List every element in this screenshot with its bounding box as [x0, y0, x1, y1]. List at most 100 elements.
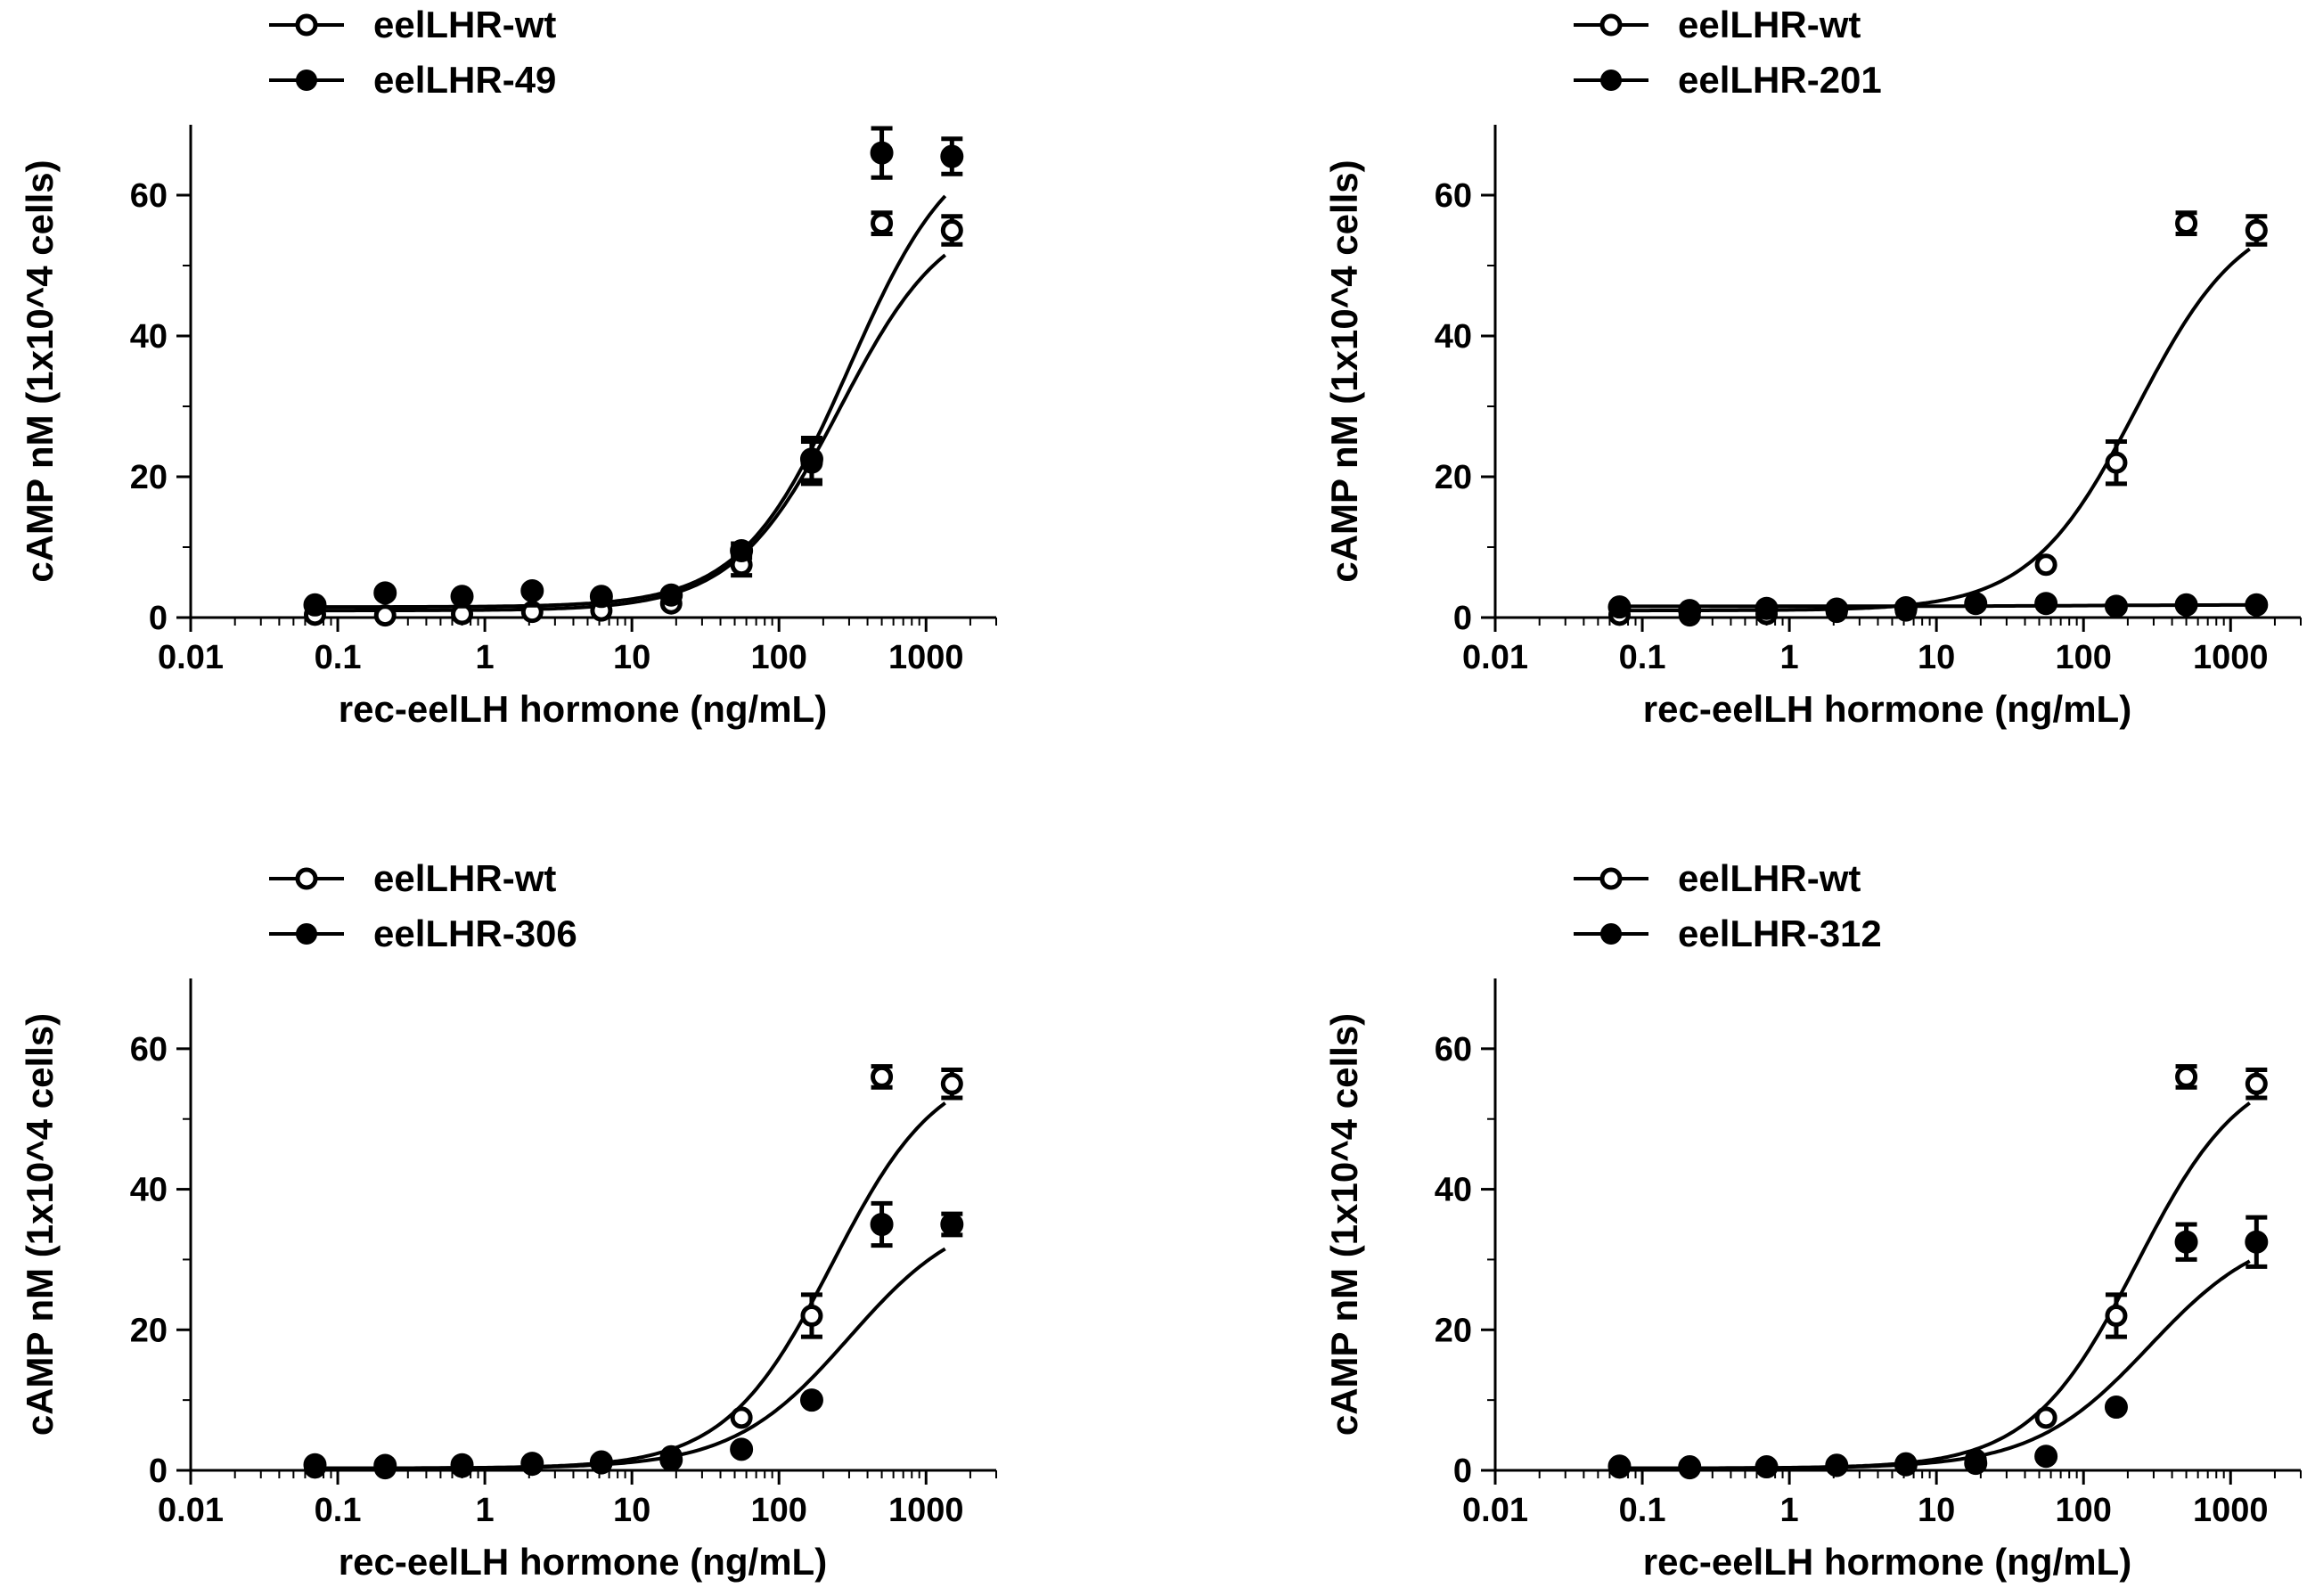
x-tick-label: 1000: [2193, 639, 2269, 676]
data-point-mutant: [730, 538, 754, 562]
x-tick-label: 100: [2055, 639, 2111, 676]
y-tick-label: 0: [1453, 1453, 1472, 1490]
fit-curve-mutant: [315, 194, 947, 610]
x-tick-label: 1: [476, 1492, 495, 1529]
data-point-mutant: [1607, 595, 1632, 619]
data-point-mutant: [1678, 1455, 1702, 1479]
x-tick-label: 0.01: [1462, 1492, 1528, 1529]
data-point-mutant: [799, 1388, 823, 1412]
legend-marker-filled: [296, 70, 317, 91]
legend-marker-open: [1599, 867, 1623, 890]
data-point-wt: [871, 212, 894, 235]
y-tick-label: 60: [130, 177, 168, 215]
data-point-mutant: [2174, 593, 2198, 617]
data-point-mutant: [373, 581, 397, 605]
data-point-wt: [730, 1406, 753, 1429]
data-point-wt: [2105, 1305, 2128, 1328]
fit-curve-wt: [1620, 247, 2251, 613]
y-tick-label: 0: [1453, 600, 1472, 637]
x-tick-label: 100: [750, 1492, 806, 1529]
data-point-mutant: [2034, 592, 2058, 616]
data-point-mutant: [520, 578, 544, 602]
legend-label: eelLHR-306: [373, 913, 577, 954]
data-point-wt: [2175, 212, 2198, 235]
y-tick-label: 60: [1435, 177, 1472, 215]
x-tick-label: 10: [613, 1492, 650, 1529]
data-point-mutant: [450, 585, 474, 609]
y-tick-label: 40: [130, 318, 168, 356]
legend-marker-open: [1599, 13, 1623, 37]
y-axis-title: cAMP nM (1x10^4 cells): [1323, 1013, 1365, 1436]
x-tick-label: 0.01: [158, 1492, 224, 1529]
legend-marker-open: [295, 13, 318, 37]
chart-panel-top-right: 0 20 40 60 0.01 0.1 1 10 100 1000 rec-eelLH hormon…: [1323, 4, 2302, 730]
legend-label: eelLHR-49: [373, 59, 556, 101]
y-tick-label: 20: [1435, 1312, 1472, 1349]
x-tick-label: 0.1: [315, 639, 362, 676]
data-point-wt: [2034, 1406, 2057, 1429]
x-axis-title: rec-eelLH hormone (ng/mL): [339, 688, 827, 730]
data-point-mutant: [450, 1453, 474, 1477]
data-point-mutant: [940, 144, 964, 168]
data-point-wt: [373, 604, 397, 627]
x-tick-label: 1: [476, 639, 495, 676]
data-point-mutant: [2104, 1395, 2128, 1420]
data-point-mutant: [1607, 1454, 1632, 1478]
x-axis-title: rec-eelLH hormone (ng/mL): [1643, 688, 2131, 730]
legend-label: eelLHR-wt: [373, 857, 556, 899]
x-tick-label: 100: [750, 639, 806, 676]
y-axis-title: cAMP nM (1x10^4 cells): [19, 160, 61, 582]
x-axis-title: rec-eelLH hormone (ng/mL): [1643, 1541, 2131, 1583]
x-tick-label: 0.01: [1462, 639, 1528, 676]
x-tick-label: 1000: [2193, 1492, 2269, 1529]
fit-curve-mutant: [1620, 1259, 2251, 1470]
x-tick-label: 0.1: [315, 1492, 362, 1529]
data-point-mutant: [589, 1450, 613, 1474]
y-tick-label: 40: [1435, 318, 1472, 356]
y-tick-label: 0: [149, 1453, 168, 1490]
chart-panel-bottom-right: 0 20 40 60 0.01 0.1 1 10 100 1000 rec-eelLH hormon…: [1323, 857, 2302, 1583]
x-tick-label: 1: [1780, 639, 1799, 676]
data-point-mutant: [799, 447, 823, 471]
data-point-mutant: [303, 1453, 327, 1477]
data-point-mutant: [303, 593, 327, 617]
data-point-mutant: [1894, 595, 1918, 619]
data-point-mutant: [1964, 592, 1988, 616]
y-tick-label: 0: [149, 600, 168, 637]
legend-marker-filled: [1600, 923, 1622, 945]
data-point-wt: [2175, 1065, 2198, 1088]
data-point-wt: [2245, 219, 2268, 241]
chart-panel-top-left: 0 20 40 60 0.01 0.1 1 10 100 1000 rec-eelLH hormon…: [19, 4, 997, 730]
legend-label: eelLHR-201: [1678, 59, 1882, 101]
y-tick-label: 60: [1435, 1031, 1472, 1068]
data-point-mutant: [2104, 594, 2128, 618]
data-point-mutant: [520, 1452, 544, 1476]
x-tick-label: 10: [1918, 1492, 1955, 1529]
y-tick-label: 60: [130, 1031, 168, 1068]
data-point-mutant: [1825, 1453, 1849, 1477]
y-tick-label: 20: [130, 1312, 168, 1349]
y-tick-label: 20: [1435, 459, 1472, 496]
x-tick-label: 0.1: [1619, 1492, 1666, 1529]
data-point-mutant: [870, 141, 894, 165]
data-point-mutant: [2245, 1230, 2269, 1254]
data-point-mutant: [1755, 1455, 1779, 1479]
legend-marker-open: [295, 867, 318, 890]
data-point-wt: [940, 1072, 963, 1095]
legend-label: eelLHR-wt: [1678, 857, 1861, 899]
data-point-mutant: [589, 585, 613, 609]
data-point-mutant: [373, 1453, 397, 1477]
data-point-wt: [940, 219, 963, 241]
fit-curve-wt: [315, 1101, 946, 1470]
data-point-mutant: [1894, 1453, 1918, 1477]
data-point-wt: [2245, 1072, 2268, 1095]
data-point-mutant: [2174, 1230, 2198, 1254]
x-tick-label: 10: [613, 639, 650, 676]
legend-label: eelLHR-wt: [373, 4, 556, 45]
data-point-wt: [2105, 451, 2128, 474]
fit-curve-wt: [1620, 1101, 2251, 1470]
chart-panel-bottom-left: 0 20 40 60 0.01 0.1 1 10 100 1000 rec-eelLH hormon…: [19, 857, 997, 1583]
data-point-mutant: [940, 1213, 964, 1236]
x-tick-label: 10: [1918, 639, 1955, 676]
x-tick-label: 1000: [888, 639, 964, 676]
